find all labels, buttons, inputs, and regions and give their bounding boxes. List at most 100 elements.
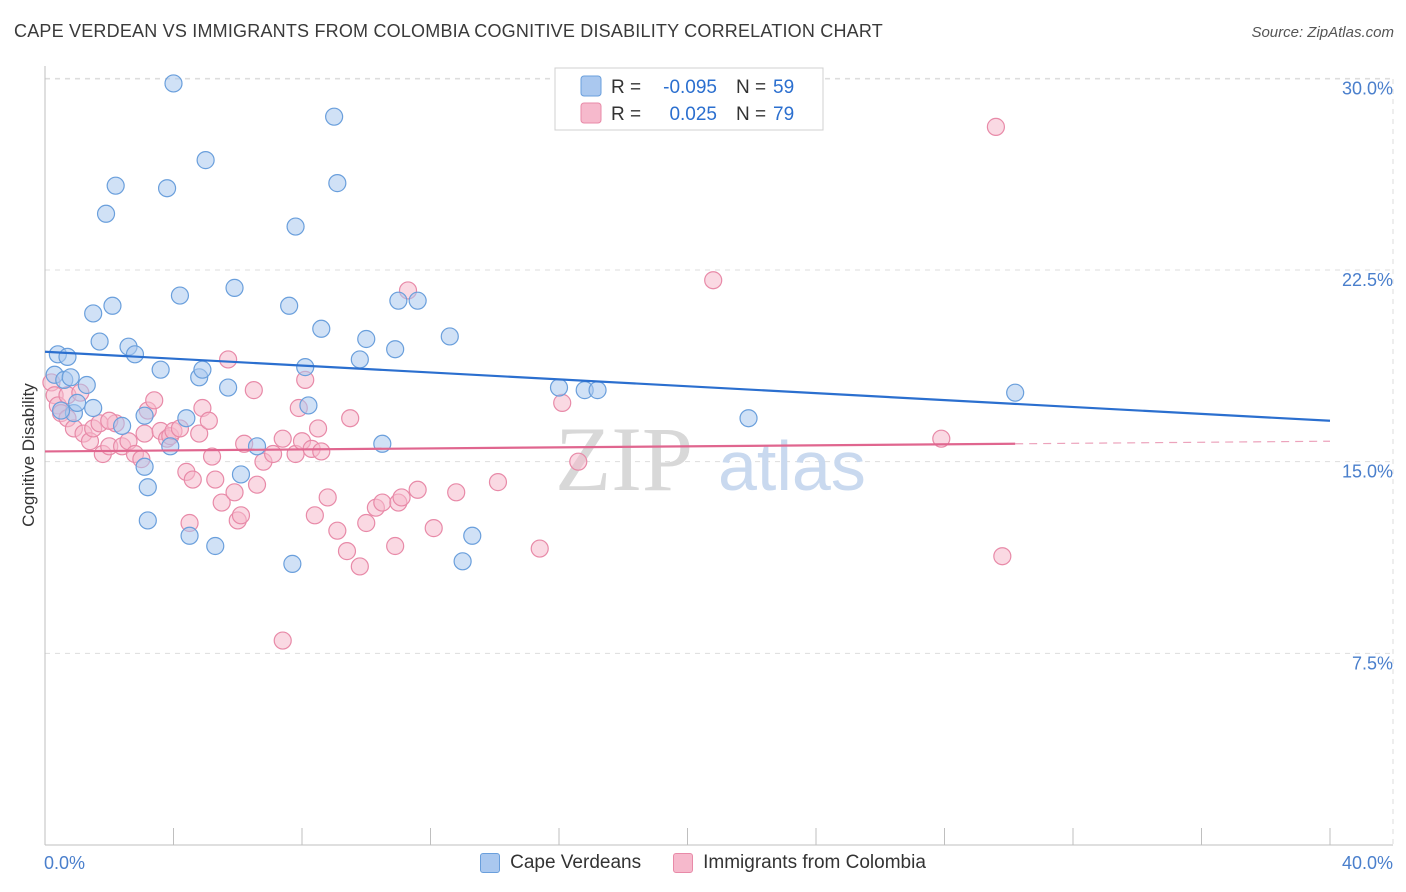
cape-verdean-point [161, 437, 180, 456]
colombia-point [424, 519, 443, 538]
colombia-point [145, 391, 164, 410]
colombia-point [337, 542, 357, 561]
cape-verdean-point [135, 457, 154, 476]
cape-verdean-point [389, 291, 408, 310]
colombia-point [135, 424, 154, 443]
series-colombia-points [42, 117, 1012, 650]
cape-verdean-point [96, 204, 116, 223]
watermark-atlas: atlas [718, 427, 866, 505]
chart-title: CAPE VERDEAN VS IMMIGRANTS FROM COLOMBIA… [14, 21, 883, 41]
legend-label-colombia: Immigrants from Colombia [703, 852, 926, 873]
colombia-point [488, 473, 508, 492]
cape-verdean-point [51, 401, 71, 420]
colombia-point [986, 117, 1006, 136]
cape-verdean-point [328, 174, 347, 193]
colombia-point [263, 444, 283, 464]
cape-verdean-point [1006, 383, 1025, 402]
cape-verdean-point [68, 393, 87, 412]
cape-verdean-point [84, 398, 103, 418]
y-tick-labels: 7.5% 15.0% 22.5% 30.0% [1342, 78, 1393, 673]
y-tick-label: 22.5% [1342, 270, 1393, 290]
cape-verdean-point [138, 478, 157, 497]
cape-verdean-point [225, 278, 244, 297]
legend-r-label-2: R = [611, 104, 641, 125]
colombia-point [350, 557, 369, 576]
cape-verdean-point [588, 381, 607, 400]
legend-item-cape-verdeans: Cape Verdeans [480, 852, 641, 874]
cape-verdean-point [206, 536, 225, 556]
x-tick-label: 0.0% [44, 853, 85, 873]
colombia-point [219, 350, 238, 369]
y-tick-label: 15.0% [1342, 462, 1393, 482]
legend-item-colombia: Immigrants from Colombia [673, 852, 926, 874]
cape-verdean-point [157, 179, 177, 198]
colombia-point [308, 419, 328, 438]
cape-verdean-point [138, 511, 157, 530]
cape-verdean-point [325, 107, 344, 126]
colombia-point [447, 483, 466, 502]
cape-verdean-point [58, 347, 77, 366]
colombia-trend-line [44, 442, 1016, 453]
colombia-point [305, 506, 324, 525]
colombia-point [199, 411, 218, 430]
colombia-point [993, 547, 1012, 566]
legend-label-cape-verdeans: Cape Verdeans [510, 852, 642, 873]
y-tick-label: 7.5% [1352, 653, 1393, 673]
legend-swatch-colombia [673, 853, 694, 873]
cape-verdean-point [106, 176, 125, 195]
colombia-point [530, 539, 549, 558]
cape-verdean-point [84, 304, 103, 323]
colombia-point [386, 536, 405, 556]
cape-verdean-point [125, 345, 145, 364]
cape-verdean-point [453, 552, 472, 571]
correlation-legend: R = -0.095 N = 59 R = 0.025 N = 79 [554, 67, 824, 131]
legend-n-value-1: 59 [773, 77, 794, 98]
colombia-point [247, 475, 267, 494]
y-axis-title: Cognitive Disability [19, 383, 38, 527]
legend-swatch-cape-verdeans [480, 853, 501, 873]
cape-verdean-point [170, 286, 190, 305]
cape-verdean-point [299, 396, 318, 415]
cape-verdean-point [180, 526, 199, 545]
colombia-point [553, 393, 572, 412]
colombia-point [206, 470, 225, 489]
cape-verdean-point [219, 378, 238, 397]
colombia-point [190, 424, 209, 443]
x-tick-labels: 0.0% 40.0% [44, 853, 1393, 873]
cape-verdean-point [739, 409, 758, 428]
cape-verdean-point [386, 340, 405, 359]
cape-verdean-point [247, 437, 267, 456]
colombia-point [408, 480, 427, 499]
colombia-point [569, 452, 588, 471]
cape-verdean-point [77, 375, 96, 395]
colombia-point [183, 470, 202, 489]
colombia-point [202, 447, 222, 466]
cape-verdean-point [280, 296, 299, 315]
legend-r-value-2: 0.025 [669, 104, 717, 125]
cape-verdean-point [196, 151, 215, 170]
colombia-point [225, 483, 244, 502]
colombia-point [357, 513, 376, 533]
cape-verdean-point [90, 332, 109, 351]
colombia-point [212, 493, 231, 512]
legend-swatch-blue [580, 75, 602, 97]
cape-verdean-point [286, 217, 305, 236]
colombia-point [273, 429, 292, 448]
y-tick-label: 30.0% [1342, 78, 1393, 98]
colombia-point [244, 381, 263, 400]
cape-verdean-point [440, 327, 459, 346]
cape-verdean-point [357, 329, 376, 349]
colombia-point [231, 506, 251, 525]
legend-r-value-1: -0.095 [663, 77, 717, 98]
source-note: Source: ZipAtlas.com [1251, 24, 1394, 41]
colombia-point [318, 488, 337, 507]
cape-verdean-trend-line [44, 350, 1331, 422]
cape-verdean-point [231, 465, 251, 484]
colombia-point [373, 493, 392, 512]
watermark: ZIP atlas [555, 408, 866, 510]
legend-r-label-1: R = [611, 77, 641, 98]
cape-verdean-point [408, 291, 427, 310]
cape-verdean-point [463, 526, 482, 545]
legend-n-label-1: N = [736, 77, 766, 98]
